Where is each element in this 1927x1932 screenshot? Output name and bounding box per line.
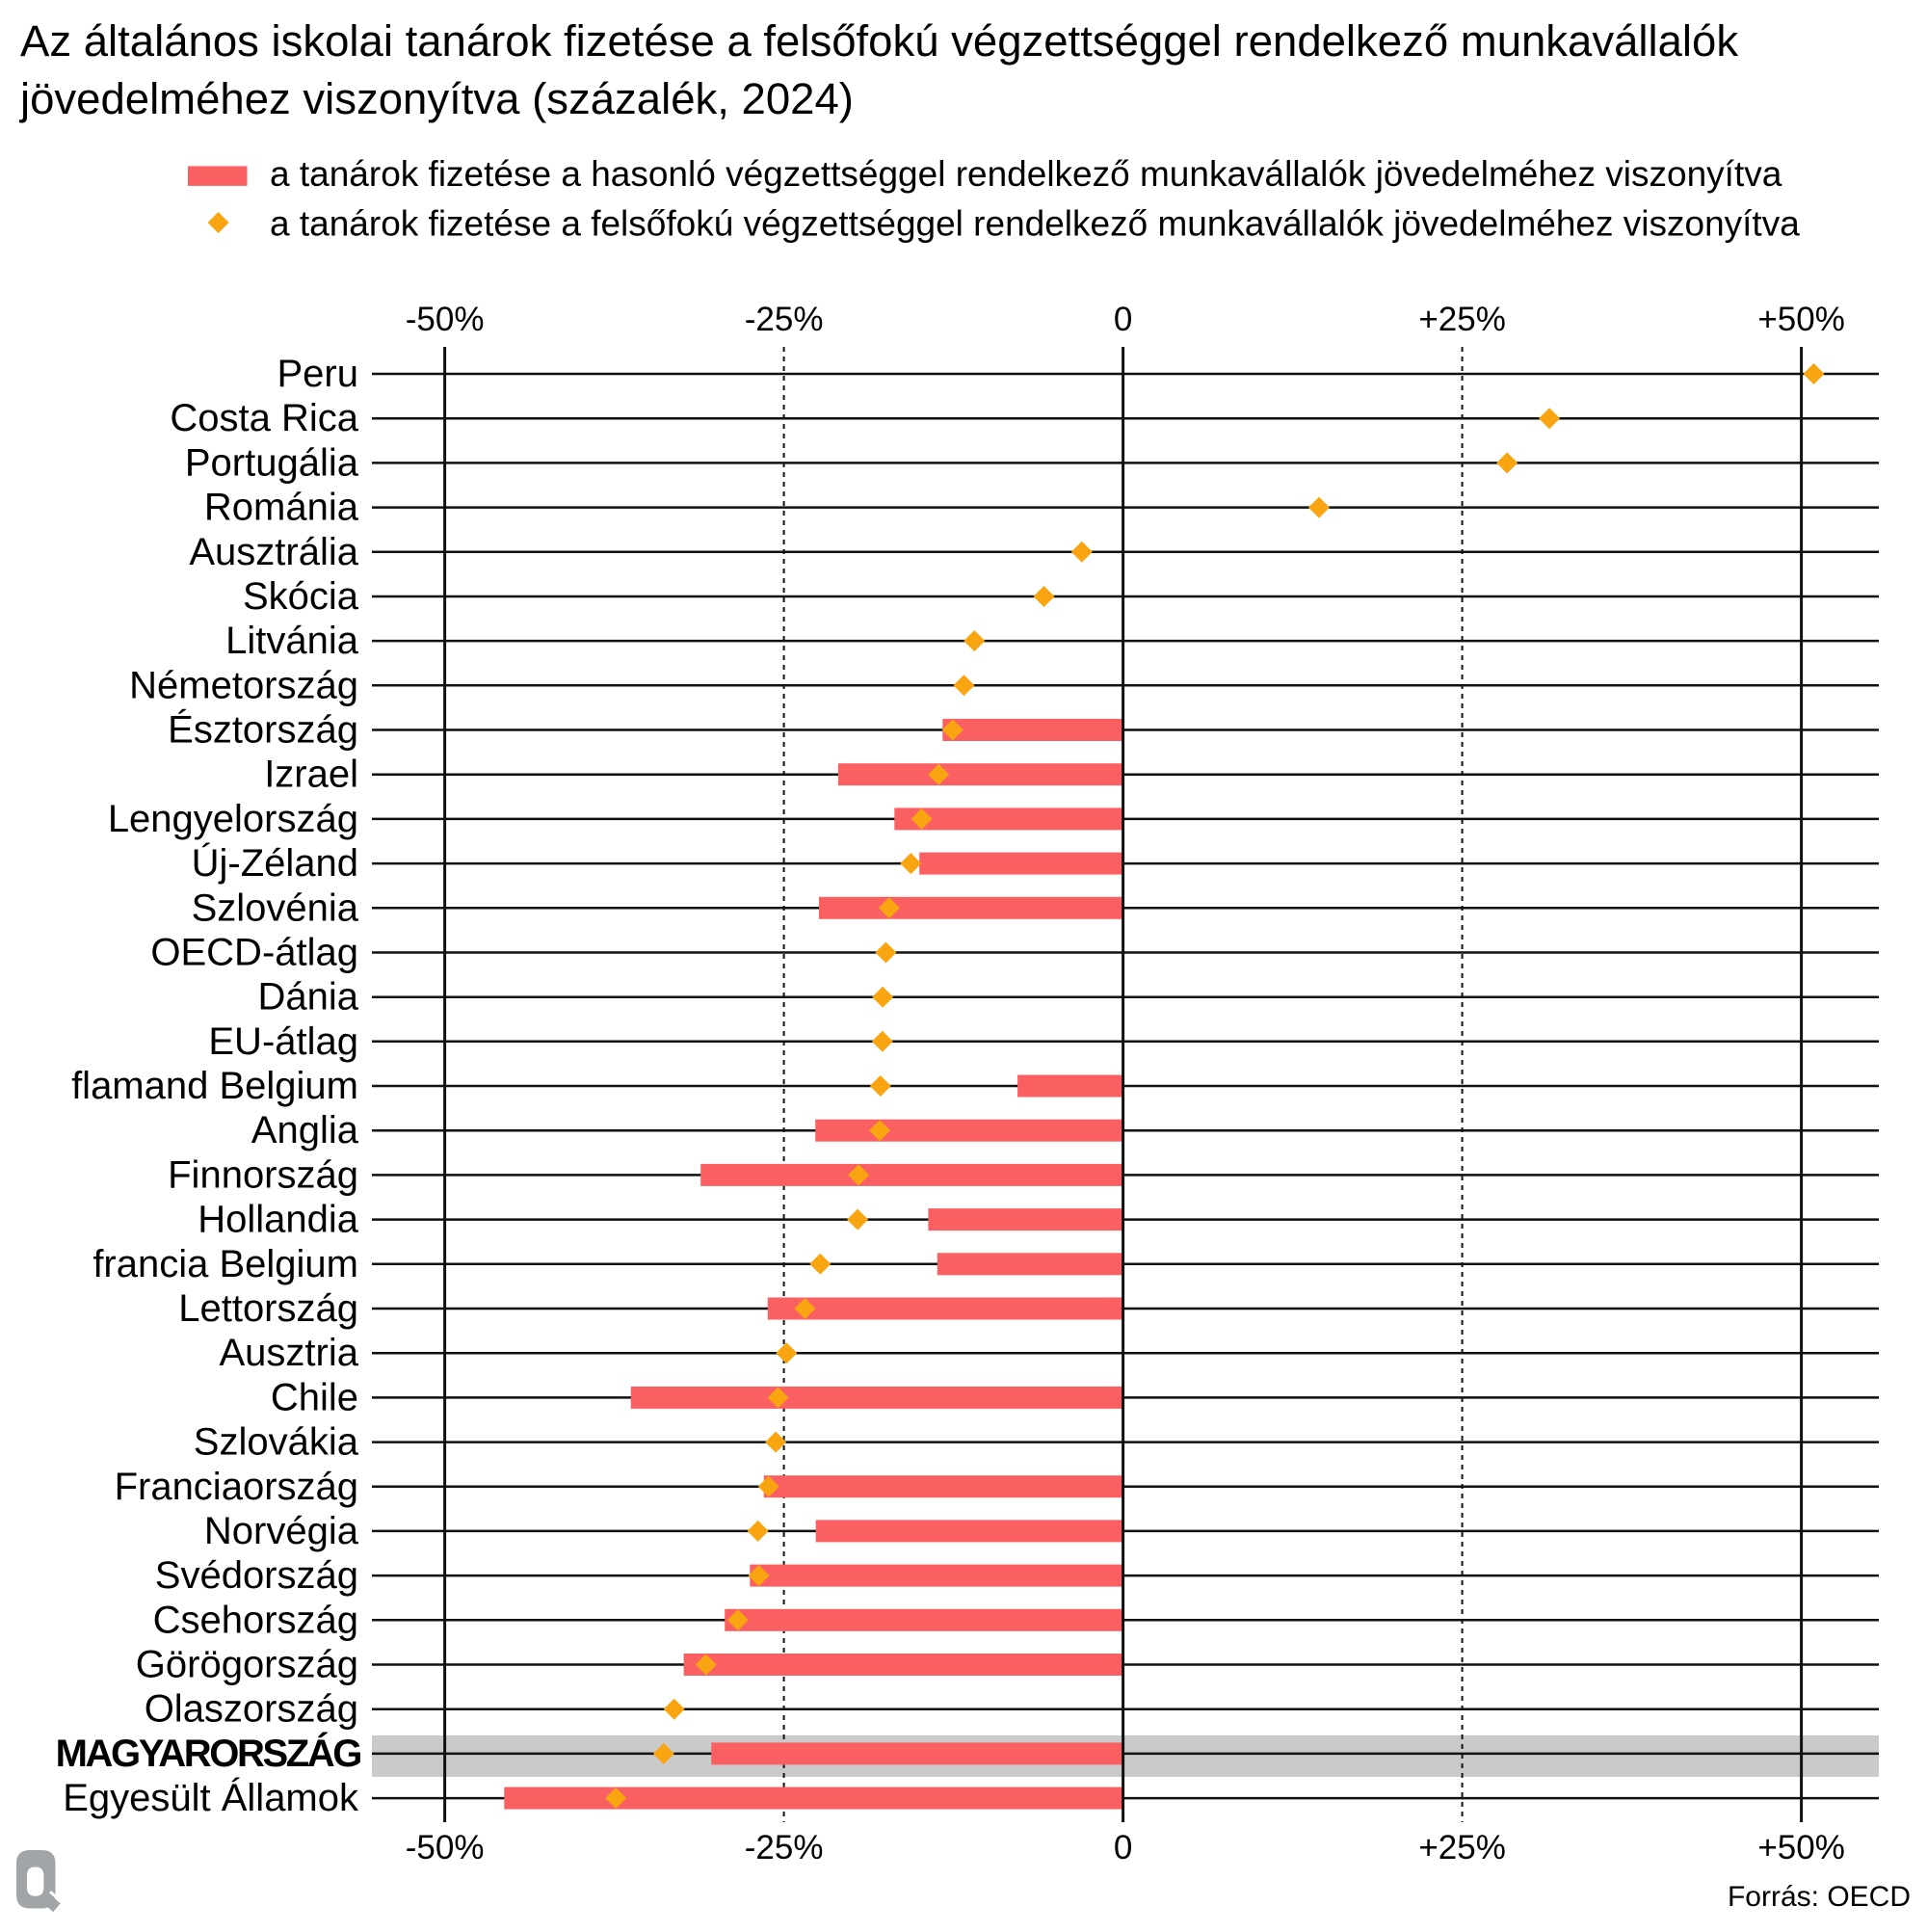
svg-text:jövedelméhez viszonyítva (száz: jövedelméhez viszonyítva (százalék, 2024…: [18, 74, 854, 123]
svg-text:Svédország: Svédország: [155, 1554, 358, 1597]
svg-text:+50%: +50%: [1757, 301, 1845, 338]
svg-text:Portugália: Portugália: [185, 441, 359, 484]
svg-text:0: 0: [1114, 1829, 1132, 1866]
svg-text:Dánia: Dánia: [257, 976, 358, 1019]
svg-text:Egyesült Államok: Egyesült Államok: [63, 1776, 359, 1819]
svg-text:EU-átlag: EU-átlag: [208, 1020, 358, 1063]
svg-text:Az általános iskolai tanárok f: Az általános iskolai tanárok fizetése a …: [20, 16, 1738, 66]
svg-text:Peru: Peru: [277, 353, 359, 395]
svg-text:Costa Rica: Costa Rica: [170, 397, 358, 439]
svg-text:Észtország: Észtország: [168, 708, 358, 752]
svg-text:Izrael: Izrael: [264, 754, 358, 796]
svg-text:Ausztria: Ausztria: [220, 1332, 359, 1374]
svg-text:Lengyelország: Lengyelország: [108, 798, 358, 840]
svg-text:a tanárok fizetése a felsőfokú: a tanárok fizetése a felsőfokú végzettsé…: [270, 203, 1800, 243]
svg-text:+25%: +25%: [1418, 1829, 1506, 1866]
svg-text:OECD-átlag: OECD-átlag: [150, 932, 358, 974]
svg-text:Anglia: Anglia: [251, 1109, 359, 1151]
svg-text:+50%: +50%: [1757, 1829, 1845, 1866]
svg-text:Németország: Németország: [129, 664, 358, 706]
svg-text:Szlovénia: Szlovénia: [192, 887, 359, 929]
svg-text:Románia: Románia: [204, 487, 359, 529]
svg-text:Csehország: Csehország: [153, 1599, 358, 1641]
svg-text:Norvégia: Norvégia: [204, 1510, 359, 1552]
svg-text:Finnország: Finnország: [168, 1153, 358, 1196]
svg-text:Olaszország: Olaszország: [145, 1688, 358, 1731]
svg-text:MAGYARORSZÁG: MAGYARORSZÁG: [56, 1732, 361, 1775]
svg-text:Görögország: Görögország: [136, 1644, 358, 1686]
svg-text:-25%: -25%: [745, 301, 824, 338]
svg-text:-25%: -25%: [745, 1829, 824, 1866]
svg-text:-50%: -50%: [406, 1829, 485, 1866]
svg-text:flamand Belgium: flamand Belgium: [71, 1065, 358, 1107]
svg-text:Hollandia: Hollandia: [198, 1199, 359, 1241]
svg-text:+25%: +25%: [1418, 301, 1506, 338]
svg-text:Ausztrália: Ausztrália: [189, 531, 358, 573]
svg-text:a tanárok fizetése a hasonló v: a tanárok fizetése a hasonló végzettségg…: [270, 154, 1782, 194]
svg-text:Skócia: Skócia: [243, 575, 359, 618]
svg-text:Szlovákia: Szlovákia: [194, 1421, 359, 1464]
svg-text:Litvánia: Litvánia: [225, 620, 359, 662]
svg-text:Franciaország: Franciaország: [115, 1466, 358, 1508]
svg-text:Új-Zéland: Új-Zéland: [192, 841, 358, 885]
svg-text:Forrás: OECD: Forrás: OECD: [1728, 1881, 1911, 1913]
svg-text:-50%: -50%: [406, 301, 485, 338]
svg-text:francia Belgium: francia Belgium: [92, 1243, 358, 1285]
svg-text:0: 0: [1114, 301, 1132, 338]
svg-text:Chile: Chile: [271, 1376, 358, 1418]
svg-text:Lettország: Lettország: [178, 1287, 358, 1330]
